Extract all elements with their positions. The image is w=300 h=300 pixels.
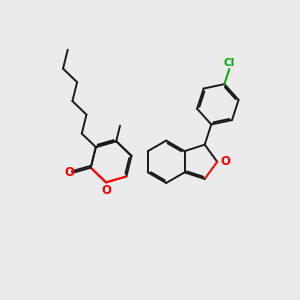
Text: O: O	[64, 167, 74, 179]
Text: O: O	[101, 184, 111, 197]
Text: O: O	[221, 155, 231, 168]
Text: Cl: Cl	[224, 58, 235, 68]
